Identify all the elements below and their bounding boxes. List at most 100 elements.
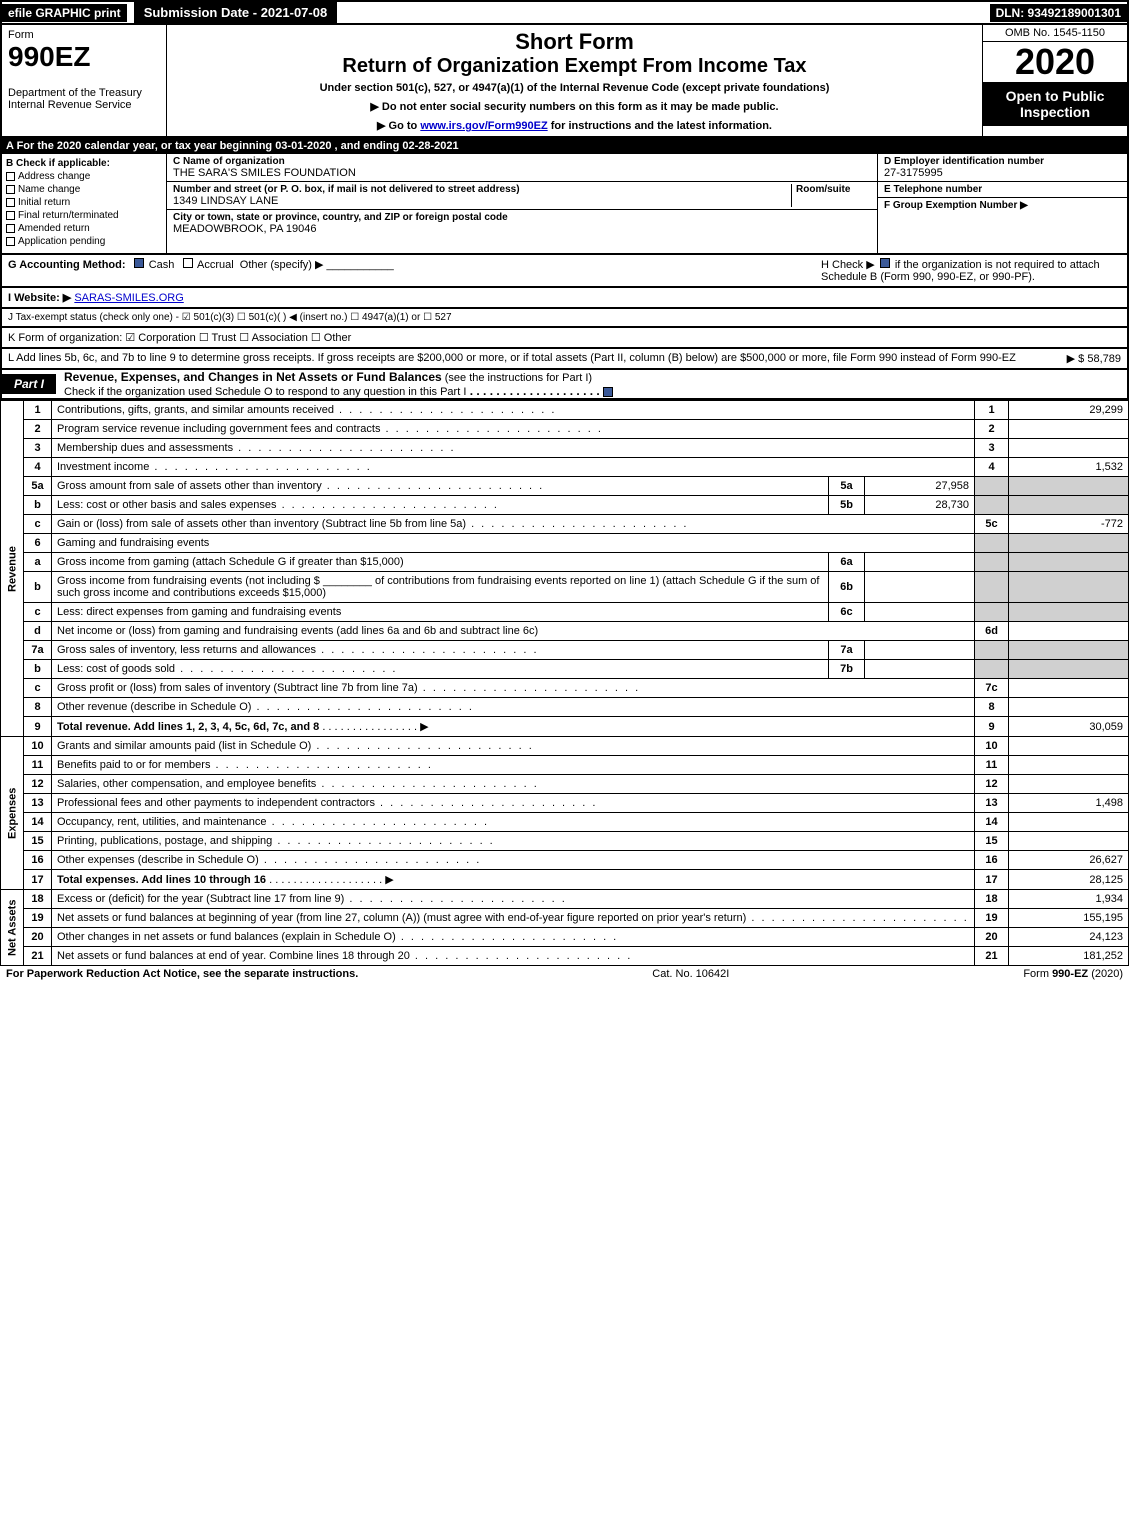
ln3-amt	[1009, 439, 1129, 458]
section-i: I Website: ▶ SARAS-SMILES.ORG	[0, 288, 1129, 309]
ln4-desc: Investment income	[52, 458, 975, 477]
ln6b-no: b	[24, 572, 52, 603]
ln6b-greybox	[975, 572, 1009, 603]
ln7a-no: 7a	[24, 641, 52, 660]
section-g: G Accounting Method: Cash Accrual Other …	[8, 258, 394, 283]
ein: 27-3175995	[884, 167, 1121, 179]
ln3-no: 3	[24, 439, 52, 458]
ln6a-subamt	[865, 553, 975, 572]
ln6d-amt	[1009, 622, 1129, 641]
ln6c-sublabel: 6c	[829, 603, 865, 622]
ln5b-greybox	[975, 496, 1009, 515]
ln1-amt: 29,299	[1009, 401, 1129, 420]
ln6b-desc: Gross income from fundraising events (no…	[52, 572, 829, 603]
ln17-box: 17	[975, 870, 1009, 890]
pra-notice: For Paperwork Reduction Act Notice, see …	[6, 968, 358, 980]
ln5a-no: 5a	[24, 477, 52, 496]
chk-schedule-o[interactable]	[603, 387, 613, 397]
ln6c-subamt	[865, 603, 975, 622]
ln18-amt: 1,934	[1009, 890, 1129, 909]
ln6c-no: c	[24, 603, 52, 622]
form-footer: Form 990-EZ (2020)	[1023, 968, 1123, 980]
expenses-sidelabel: Expenses	[1, 737, 24, 890]
chk-accrual[interactable]	[183, 258, 193, 268]
ln15-box: 15	[975, 832, 1009, 851]
ln13-box: 13	[975, 794, 1009, 813]
ln16-desc: Other expenses (describe in Schedule O)	[52, 851, 975, 870]
part1-title: Revenue, Expenses, and Changes in Net As…	[64, 370, 442, 384]
chk-application-pending[interactable]: Application pending	[6, 236, 162, 247]
ln5c-desc: Gain or (loss) from sale of assets other…	[52, 515, 975, 534]
c-name-label: C Name of organization	[173, 156, 871, 167]
ln5c-no: c	[24, 515, 52, 534]
ln19-desc: Net assets or fund balances at beginning…	[52, 909, 975, 928]
ln7b-greyamt	[1009, 660, 1129, 679]
ln7c-amt	[1009, 679, 1129, 698]
ln6b-greyamt	[1009, 572, 1129, 603]
info-block: B Check if applicable: Address change Na…	[0, 154, 1129, 255]
city-state-zip: MEADOWBROOK, PA 19046	[173, 223, 871, 235]
ln6-desc: Gaming and fundraising events	[52, 534, 975, 553]
netassets-sidelabel: Net Assets	[1, 890, 24, 966]
ln4-no: 4	[24, 458, 52, 477]
ln4-amt: 1,532	[1009, 458, 1129, 477]
ln5c-box: 5c	[975, 515, 1009, 534]
ln5b-greyamt	[1009, 496, 1129, 515]
ln12-no: 12	[24, 775, 52, 794]
ln6c-greyamt	[1009, 603, 1129, 622]
ln6b-subamt	[865, 572, 975, 603]
chk-initial-return[interactable]: Initial return	[6, 197, 162, 208]
ln7a-greyamt	[1009, 641, 1129, 660]
ln1-desc: Contributions, gifts, grants, and simila…	[52, 401, 975, 420]
ln7a-greybox	[975, 641, 1009, 660]
section-def: D Employer identification number 27-3175…	[877, 154, 1127, 253]
chk-final-return[interactable]: Final return/terminated	[6, 210, 162, 221]
ln6a-desc: Gross income from gaming (attach Schedul…	[52, 553, 829, 572]
ln5b-no: b	[24, 496, 52, 515]
ln6a-sublabel: 6a	[829, 553, 865, 572]
ln2-no: 2	[24, 420, 52, 439]
form-label: Form	[8, 29, 160, 41]
ln19-no: 19	[24, 909, 52, 928]
website-link[interactable]: SARAS-SMILES.ORG	[74, 292, 183, 304]
ln6b-sublabel: 6b	[829, 572, 865, 603]
ln11-box: 11	[975, 756, 1009, 775]
org-name: THE SARA'S SMILES FOUNDATION	[173, 167, 871, 179]
ln5c-amt: -772	[1009, 515, 1129, 534]
addr-label: Number and street (or P. O. box, if mail…	[173, 184, 791, 195]
ln6c-greybox	[975, 603, 1009, 622]
section-j: J Tax-exempt status (check only one) - ☑…	[0, 309, 1129, 328]
ln5a-greyamt	[1009, 477, 1129, 496]
gh-row: G Accounting Method: Cash Accrual Other …	[0, 255, 1129, 288]
chk-amended-return[interactable]: Amended return	[6, 223, 162, 234]
ln16-amt: 26,627	[1009, 851, 1129, 870]
ln6a-greyamt	[1009, 553, 1129, 572]
ln7b-desc: Less: cost of goods sold	[52, 660, 829, 679]
open-public: Open to Public Inspection	[983, 82, 1127, 126]
ln20-amt: 24,123	[1009, 928, 1129, 947]
chk-cash[interactable]	[134, 258, 144, 268]
ln7c-box: 7c	[975, 679, 1009, 698]
ln7b-sublabel: 7b	[829, 660, 865, 679]
gross-receipts: ▶ $ 58,789	[1059, 352, 1121, 365]
dln: DLN: 93492189001301	[990, 4, 1127, 22]
city-label: City or town, state or province, country…	[173, 212, 871, 223]
ln5b-subamt: 28,730	[865, 496, 975, 515]
irs-label: Internal Revenue Service	[8, 99, 160, 111]
ln13-amt: 1,498	[1009, 794, 1129, 813]
irs-link[interactable]: www.irs.gov/Form990EZ	[420, 120, 547, 132]
omb-number: OMB No. 1545-1150	[983, 25, 1127, 42]
ln10-amt	[1009, 737, 1129, 756]
ln15-desc: Printing, publications, postage, and shi…	[52, 832, 975, 851]
ln6a-greybox	[975, 553, 1009, 572]
ln14-desc: Occupancy, rent, utilities, and maintena…	[52, 813, 975, 832]
part1-header: Part I Revenue, Expenses, and Changes in…	[0, 370, 1129, 400]
form-number: 990EZ	[8, 41, 160, 73]
ln2-amt	[1009, 420, 1129, 439]
ln16-box: 16	[975, 851, 1009, 870]
ln6d-box: 6d	[975, 622, 1009, 641]
chk-schedule-b[interactable]	[880, 258, 890, 268]
chk-address-change[interactable]: Address change	[6, 171, 162, 182]
chk-name-change[interactable]: Name change	[6, 184, 162, 195]
efile-print-button[interactable]: efile GRAPHIC print	[2, 4, 127, 22]
